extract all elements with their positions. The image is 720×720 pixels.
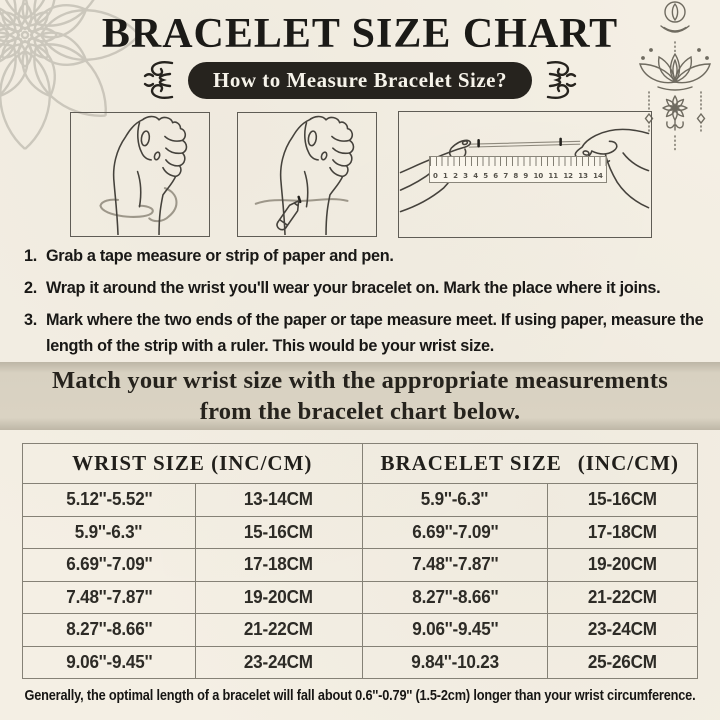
wrist-size-inches-cell: 7.48''-7.87'' (22, 580, 196, 614)
step3-illustration: 0 1 2 3 4 5 6 7 8 9 10 11 12 13 14 (398, 111, 652, 238)
size-chart-table: WRIST SIZE (INC/CM) BRACELET SIZE (INC/CM… (22, 443, 699, 679)
wrist-size-inches-cell: 5.12''-5.52'' (22, 483, 196, 517)
wrist-size-cm-cell: 13-14CM (194, 483, 363, 517)
flourish-right-icon (546, 61, 577, 99)
wrist-size-header: WRIST SIZE (INC/CM) (22, 443, 363, 484)
step2-illustration (237, 112, 377, 237)
banner-line-1: Match your wrist size with the appropria… (52, 367, 668, 394)
wrist-size-cm-cell: 23-24CM (194, 645, 363, 679)
bracelet-size-cm-cell: 15-16CM (547, 483, 698, 517)
ruler-number: 10 (533, 172, 544, 180)
page-title: BRACELET SIZE CHART (101, 11, 619, 57)
wrist-size-cm-cell: 21-22CM (194, 613, 363, 647)
bracelet-size-inches-cell: 9.84''-10.23 (361, 645, 549, 679)
ruler-number: 14 (593, 172, 603, 180)
footer-note: Generally, the optimal length of a brace… (24, 687, 696, 704)
ruler-number: 8 (513, 172, 519, 180)
wrist-size-inches-cell: 5.9''-6.3'' (22, 515, 196, 549)
bracelet-size-inches-cell: 8.27''-8.66'' (361, 580, 549, 614)
wrist-size-cm-cell: 17-18CM (194, 548, 363, 582)
ruler-number: 2 (453, 172, 458, 180)
instruction-number: 3. (24, 310, 37, 329)
ruler-number: 3 (463, 172, 469, 180)
ruler-number: 9 (523, 172, 529, 180)
wrist-size-cm-cell: 19-20CM (194, 580, 363, 614)
bracelet-size-cm-cell: 17-18CM (547, 515, 698, 549)
instructions-list: 1. Grab a tape measure or strip of paper… (24, 243, 717, 365)
lotus-ornament-icon (639, 1, 711, 153)
mandala-flower-icon (0, 0, 141, 151)
bracelet-size-inches-cell: 6.69''-7.09'' (361, 515, 549, 549)
ruler-number: 5 (483, 172, 489, 180)
table-row: 5.9''-6.3'' 15-16CM 6.69''-7.09'' 17-18C… (22, 515, 698, 549)
bracelet-size-cm-cell: 25-26CM (547, 645, 698, 679)
instruction-item: 2. Wrap it around the wrist you'll wear … (24, 275, 717, 301)
ruler-ticks (430, 157, 606, 166)
instruction-item: 1. Grab a tape measure or strip of paper… (24, 243, 717, 269)
ruler: 0 1 2 3 4 5 6 7 8 9 10 11 12 13 14 (429, 156, 607, 183)
bracelet-size-cm-cell: 21-22CM (547, 580, 698, 614)
subtitle-row: How to Measure Bracelet Size? (0, 60, 720, 100)
table-header-row: WRIST SIZE (INC/CM) BRACELET SIZE (INC/CM… (22, 443, 699, 484)
match-size-banner: Match your wrist size with the appropria… (0, 362, 720, 430)
ruler-number: 0 (433, 172, 438, 180)
ruler-number: 13 (578, 172, 588, 180)
banner-line-2: from the bracelet chart below. (199, 398, 521, 425)
ruler-number: 7 (503, 172, 509, 180)
ruler-number: 1 (443, 172, 448, 180)
ruler-number: 12 (563, 172, 574, 180)
bracelet-size-inches-cell: 5.9''-6.3'' (361, 483, 549, 517)
wrist-size-inches-cell: 6.69''-7.09'' (22, 548, 196, 582)
how-to-measure-pill: How to Measure Bracelet Size? (187, 61, 533, 99)
table-row: 7.48''-7.87'' 19-20CM 8.27''-8.66'' 21-2… (22, 580, 698, 614)
instruction-number: 2. (24, 278, 37, 297)
instruction-text: Mark where the two ends of the paper or … (45, 310, 704, 355)
step1-illustration (70, 112, 210, 237)
wrist-size-cm-cell: 15-16CM (194, 515, 363, 549)
ruler-number: 11 (548, 172, 559, 180)
ruler-number: 4 (473, 172, 479, 180)
flourish-left-icon (143, 61, 174, 99)
instruction-item: 3. Mark where the two ends of the paper … (24, 307, 717, 359)
instruction-text: Grab a tape measure or strip of paper an… (45, 246, 394, 265)
bracelet-size-header: BRACELET SIZE (INC/CM) (361, 443, 699, 484)
bracelet-size-inches-cell: 7.48''-7.87'' (361, 548, 549, 582)
table-row: 6.69''-7.09'' 17-18CM 7.48''-7.87'' 19-2… (22, 548, 698, 582)
bracelet-size-inches-cell: 9.06''-9.45'' (361, 613, 549, 647)
bracelet-size-cm-cell: 23-24CM (547, 613, 698, 647)
instruction-text: Wrap it around the wrist you'll wear you… (45, 278, 661, 297)
bracelet-size-cm-cell: 19-20CM (547, 548, 698, 582)
table-row: 9.06''-9.45'' 23-24CM 9.84''-10.23 25-26… (22, 645, 698, 679)
table-row: 8.27''-8.66'' 21-22CM 9.06''-9.45'' 23-2… (22, 613, 698, 647)
wrist-size-inches-cell: 8.27''-8.66'' (22, 613, 196, 647)
wrist-size-inches-cell: 9.06''-9.45'' (22, 645, 196, 679)
ruler-number: 6 (493, 172, 499, 180)
table-row: 5.12''-5.52'' 13-14CM 5.9''-6.3'' 15-16C… (22, 483, 698, 517)
pill-label: How to Measure Bracelet Size? (212, 67, 508, 92)
ruler-numbers: 0 1 2 3 4 5 6 7 8 9 10 11 12 13 14 (431, 173, 605, 180)
instruction-number: 1. (24, 246, 37, 265)
